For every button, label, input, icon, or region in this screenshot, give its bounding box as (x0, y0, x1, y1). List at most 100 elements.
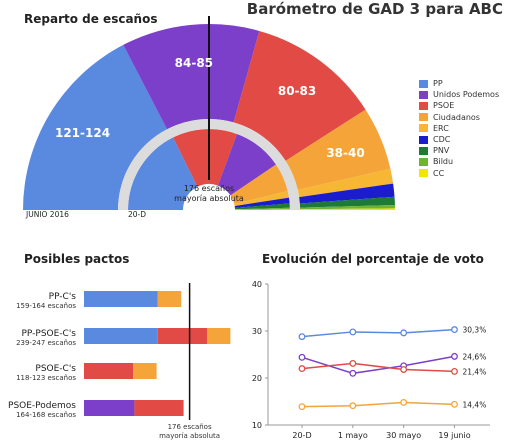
pact-bar-segment (84, 291, 158, 307)
pacts-section-title: Posibles pactos (24, 252, 130, 266)
legend-item: Ciudadanos (419, 112, 499, 123)
legend-item: Unidos Podemos (419, 89, 499, 100)
inner-seat-arc-cdc (234, 197, 290, 208)
legend-label: Ciudadanos (433, 112, 480, 122)
pact-name: PSOE-Podemos (8, 401, 76, 411)
legend-label: CDC (433, 135, 451, 145)
inner-ring-label: 20-D (128, 210, 146, 219)
outer-seat-arc-pp (23, 44, 168, 210)
legend-item: CC (419, 168, 499, 179)
series-point (451, 352, 458, 360)
series-point (451, 367, 458, 375)
seat-range-label: 38-40 (326, 146, 364, 160)
series-end-label: 21,4% (463, 367, 487, 376)
pacts-majority-label-line1: 176 escaños (168, 423, 212, 431)
legend-label: Bildu (433, 157, 454, 167)
outer-seat-arc-pnv (299, 196, 395, 208)
legend-item: PP (419, 78, 499, 89)
legend-item: CDC (419, 134, 499, 145)
inner-seat-arc-psoe (173, 129, 237, 187)
legend-label: ERC (433, 123, 449, 133)
series-line (301, 401, 455, 408)
pact-name: PP-C's (49, 292, 77, 302)
pact-bar-segment (157, 328, 207, 344)
pact-seats: 159-164 escaños (16, 302, 76, 310)
series-point (349, 359, 357, 367)
parliament-outer-ring (23, 24, 395, 210)
outer-seat-arc-cc (299, 208, 395, 210)
pact-bar-segment (84, 363, 134, 379)
outer-seat-arc-unidos-podemos (123, 24, 260, 130)
parliament-seat-labels: 121-124 84-85 80-83 38-40 (55, 56, 365, 160)
pact-bar-segment (157, 291, 182, 307)
pact-seats: 164-168 escaños (16, 411, 76, 419)
pact-bar-segment (84, 400, 135, 416)
inner-seat-arc-cc (234, 209, 290, 210)
legend-item: ERC (419, 123, 499, 134)
legend-label: PP (433, 79, 443, 89)
legend-swatch (419, 90, 428, 99)
pact-name: PSOE-C's (35, 364, 76, 374)
legend-item: Bildu (419, 156, 499, 167)
x-tick-label: 1 mayo (338, 431, 368, 440)
legend-swatch (419, 146, 428, 155)
inner-seat-arc-pp (128, 137, 198, 210)
parliament-section-title: Reparto de escaños (24, 12, 158, 26)
legend-swatch (419, 113, 428, 122)
inner-seat-arc-unidos-podemos (217, 133, 277, 196)
inner-seat-arc-bildu (234, 207, 290, 210)
series-point (349, 402, 357, 410)
majority-label-line1: 176 escaños (184, 184, 234, 193)
page-title: Barómetro de GAD 3 para ABC (246, 0, 503, 18)
series-point (298, 353, 306, 361)
outer-seat-arc-ciudadanos (285, 109, 391, 190)
outer-ring-label: JUNIO 2016 (25, 210, 69, 219)
x-tick-label: 30 mayo (386, 431, 421, 440)
series-point (400, 329, 408, 337)
legend-label: PSOE (433, 101, 455, 111)
pact-bar-segment (84, 328, 158, 344)
majority-label-line2: mayoría absoluta (174, 194, 244, 203)
outer-seat-arc-bildu (299, 205, 395, 210)
series-point (298, 333, 306, 341)
evolution-chart: 10 20 30 40 20-D 1 mayo 30 mayo 19 junio 30,3% 2… (252, 280, 490, 440)
series-point (298, 403, 306, 411)
inner-seat-arc-pnv (234, 203, 290, 210)
pact-bar-segment (207, 328, 231, 344)
pact-name: PP-PSOE-C's (21, 329, 76, 339)
legend-swatch (419, 157, 428, 166)
legend-item: PNV (419, 145, 499, 156)
series-point (451, 400, 458, 408)
series-point (298, 365, 306, 373)
legend-swatch (419, 135, 428, 144)
series-point (400, 398, 408, 406)
legend-swatch (419, 101, 428, 110)
parliament-inner-ring (128, 129, 290, 210)
series-line (301, 328, 455, 338)
pacts-majority-label-line2: mayoría absoluta (159, 432, 220, 440)
y-tick-label: 20 (252, 374, 262, 383)
series-end-label: 30,3% (463, 326, 487, 335)
inner-seat-arc-ciudadanos (230, 164, 288, 204)
y-tick-label: 40 (252, 280, 262, 289)
legend-swatch (419, 79, 428, 88)
legend-label: CC (433, 168, 445, 178)
seat-range-label: 80-83 (278, 84, 316, 98)
series-point (451, 326, 458, 334)
outer-seat-arc-erc (297, 168, 394, 198)
series-point (349, 369, 357, 377)
x-tick-label: 19 junio (438, 431, 470, 440)
pact-bar-segment (134, 400, 184, 416)
series-line (301, 362, 455, 373)
legend-item: PSOE (419, 100, 499, 111)
pact-seats: 118-123 escaños (16, 374, 76, 382)
pact-seats: 239-247 escaños (16, 339, 76, 347)
inner-seat-arc-erc (234, 191, 290, 207)
legend-label: PNV (433, 146, 450, 156)
y-tick-label: 10 (252, 421, 262, 430)
legend-swatch (419, 124, 428, 133)
series-point (349, 328, 357, 336)
evolution-section-title: Evolución del porcentaje de voto (262, 252, 484, 266)
seat-range-label: 84-85 (175, 56, 213, 70)
